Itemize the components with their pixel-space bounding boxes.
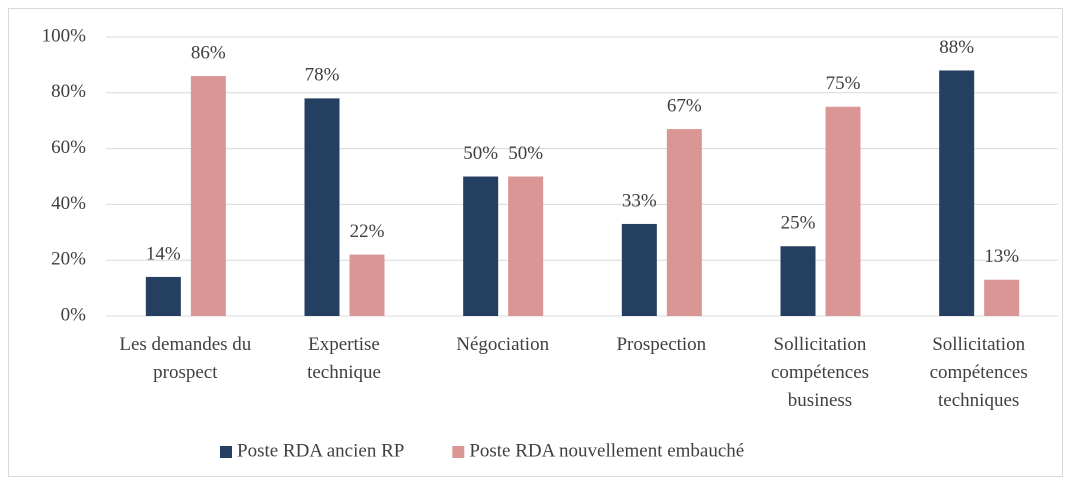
y-tick-label: 40% [51, 193, 86, 214]
data-label: 25% [781, 213, 816, 234]
legend-swatch [220, 446, 232, 458]
data-label: 13% [984, 246, 1019, 267]
chart-border [8, 8, 1063, 477]
bar [939, 70, 975, 316]
data-label: 78% [305, 65, 340, 86]
legend-label: Poste RDA nouvellement embauché [469, 440, 744, 461]
y-tick-label: 80% [51, 81, 86, 102]
x-tick-label: Expertise technique [307, 334, 381, 383]
x-tick-label: Prospection [616, 334, 707, 355]
x-tick-label: Les demandes du prospect [119, 334, 252, 383]
data-label: 50% [508, 143, 543, 164]
data-label: 86% [191, 42, 226, 63]
y-tick-label: 0% [61, 304, 87, 325]
bar [463, 176, 499, 316]
data-label: 75% [826, 73, 861, 94]
y-tick-label: 60% [51, 137, 86, 158]
bar [145, 276, 181, 316]
bar [349, 254, 385, 316]
data-label: 50% [463, 143, 498, 164]
x-tick-label: Sollicitation compétences techniques [929, 334, 1028, 411]
bar [190, 76, 226, 316]
bar [666, 129, 702, 316]
bar [780, 246, 816, 316]
bar [984, 279, 1020, 316]
data-label: 22% [350, 221, 385, 242]
data-label: 67% [667, 95, 702, 116]
data-label: 88% [939, 37, 974, 58]
data-label: 33% [622, 190, 657, 211]
bar [304, 98, 340, 316]
legend-label: Poste RDA ancien RP [237, 440, 404, 461]
bar [621, 223, 657, 316]
y-tick-label: 100% [42, 25, 87, 46]
bar [508, 176, 544, 316]
legend-swatch [452, 446, 465, 458]
x-tick-label: Négociation [456, 334, 550, 355]
bar [825, 106, 861, 316]
data-label: 14% [146, 243, 181, 264]
y-tick-label: 20% [51, 249, 86, 270]
x-tick-label: Sollicitation compétences business [770, 334, 870, 411]
